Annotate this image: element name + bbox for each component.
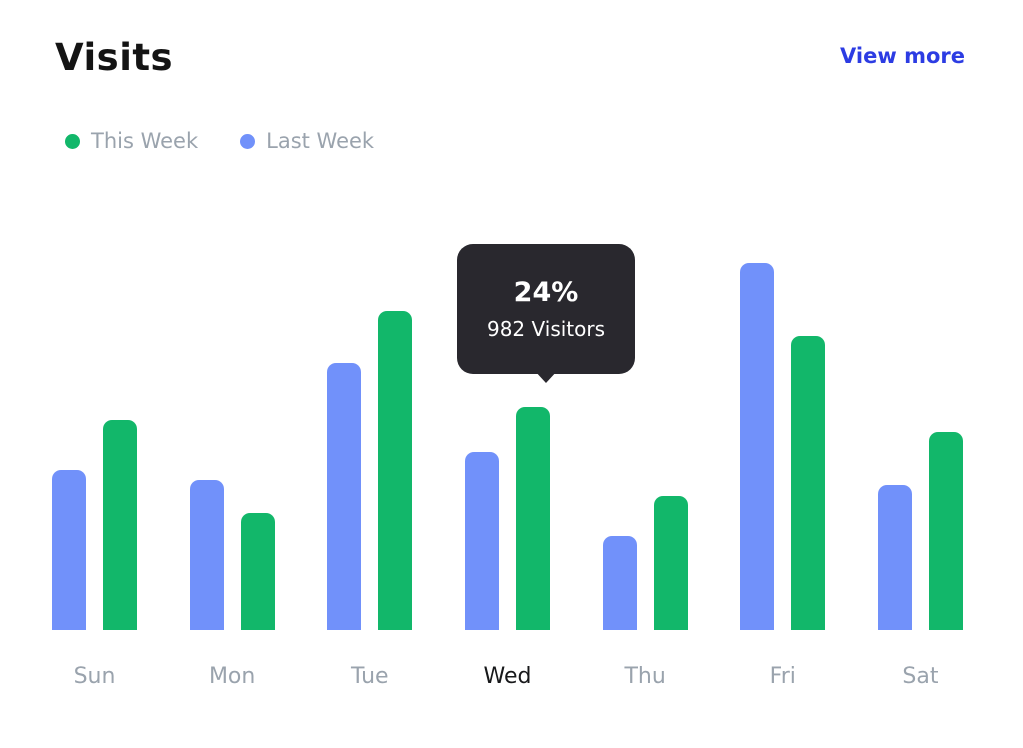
bar-this-week-thu[interactable] [653, 496, 688, 630]
bar-group-mon [189, 480, 275, 630]
chart-legend: This Week Last Week [65, 129, 1023, 153]
x-axis-label-mon: Mon [208, 664, 256, 689]
bar-last-week-tue[interactable] [327, 363, 362, 630]
bar-last-week-sat[interactable] [877, 485, 912, 630]
legend-label: This Week [91, 129, 199, 153]
x-axis-label-thu: Thu [624, 664, 666, 689]
bar-last-week-mon[interactable] [189, 480, 224, 630]
bar-this-week-sun[interactable] [103, 420, 137, 630]
x-axis-label-tue: Tue [351, 664, 389, 689]
bar-last-week-sun[interactable] [52, 470, 86, 630]
bar-group-fri [740, 263, 826, 630]
page-title: Visits [55, 36, 174, 79]
bar-group-tue [327, 311, 413, 630]
bar-group-wed [464, 407, 550, 630]
bar-chart: Sun Mon Tue Wed Thu Fri Sat [52, 230, 963, 689]
bar-last-week-thu[interactable] [602, 536, 637, 630]
bars-row [52, 230, 963, 630]
bar-this-week-mon[interactable] [240, 513, 275, 630]
tooltip-percent: 24% [513, 277, 579, 308]
x-axis-label-sat: Sat [902, 664, 939, 689]
x-axis-labels: Sun Mon Tue Wed Thu Fri Sat [52, 664, 963, 689]
bar-tooltip: 24% 982 Visitors [457, 244, 635, 374]
bar-group-thu [602, 496, 688, 630]
x-axis-label-wed: Wed [483, 664, 532, 689]
bar-this-week-fri[interactable] [791, 336, 826, 630]
bar-last-week-fri[interactable] [740, 263, 775, 630]
legend-label: Last Week [266, 129, 375, 153]
this-week-dot-icon [65, 133, 80, 149]
legend-item-last-week[interactable]: Last Week [240, 129, 374, 153]
bar-this-week-wed[interactable] [515, 407, 550, 630]
last-week-dot-icon [240, 133, 256, 149]
bar-last-week-wed[interactable] [464, 452, 499, 630]
x-axis-label-fri: Fri [769, 664, 796, 689]
bar-this-week-tue[interactable] [378, 311, 413, 630]
view-more-link[interactable]: View more [840, 44, 965, 68]
bar-group-sun [52, 420, 137, 630]
bar-this-week-sat[interactable] [928, 432, 963, 630]
card-header: Visits View more [0, 0, 1023, 79]
legend-item-this-week[interactable]: This Week [65, 129, 198, 153]
tooltip-visitors: 982 Visitors [486, 317, 606, 341]
bar-group-sat [877, 432, 963, 630]
x-axis-label-sun: Sun [73, 664, 116, 689]
